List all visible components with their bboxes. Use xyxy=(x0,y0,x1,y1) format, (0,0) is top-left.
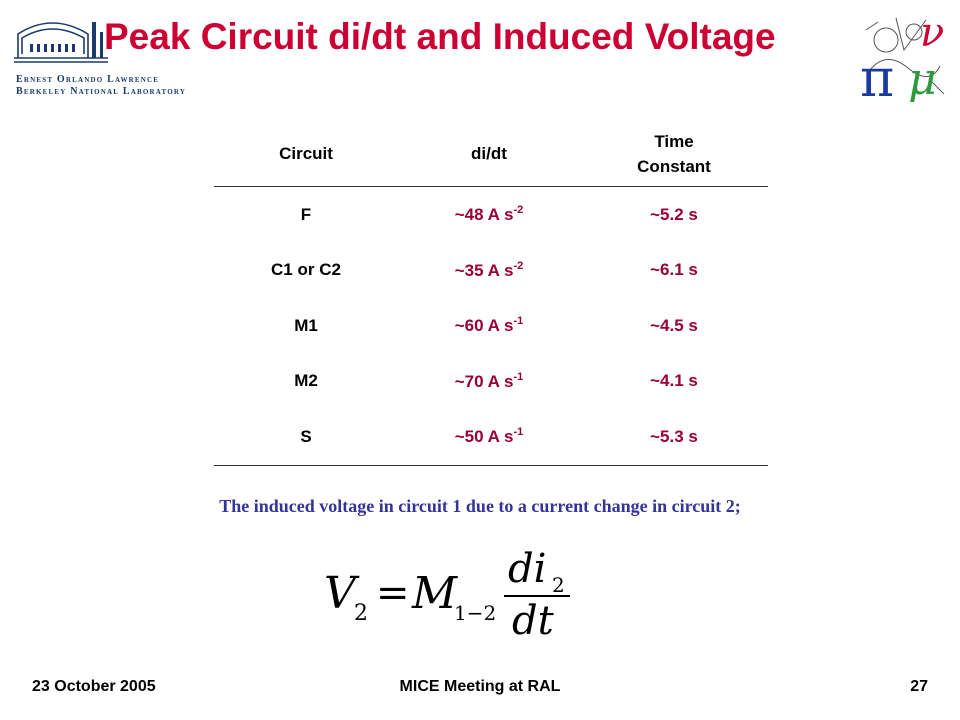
mice-logo: ν π μ xyxy=(856,10,952,109)
circuit-cell: S xyxy=(214,409,398,466)
time-constant-cell: ~4.5 s xyxy=(650,315,698,335)
didt-cell: ~70 A s-1 xyxy=(454,370,524,391)
footer-meeting: MICE Meeting at RAL xyxy=(399,678,561,695)
formula-lhs-sub: 2 xyxy=(354,601,368,626)
formula-numerator: di xyxy=(508,546,546,592)
table-row: F ~48 A s-2 ~5.2 s xyxy=(214,187,768,243)
lbnl-logo: Ernest Orlando Lawrence Berkeley Nationa… xyxy=(12,14,190,97)
lab-name-line-1: Ernest Orlando Lawrence xyxy=(16,74,160,85)
header-circuit: Circuit xyxy=(214,122,398,187)
footer-page-number: 27 xyxy=(910,678,928,695)
circuit-cell: F xyxy=(300,204,312,224)
table-header-row: Circuit di/dt Time Constant xyxy=(214,122,768,187)
formula-lhs: V xyxy=(324,568,360,619)
circuit-cell: M1 xyxy=(294,315,318,335)
table-row: M2 ~70 A s-1 ~4.1 s xyxy=(214,354,768,410)
didt-table: Circuit di/dt Time Constant F ~48 A s-2 … xyxy=(214,122,768,466)
circuit-cell: C1 or C2 xyxy=(271,260,341,280)
header-didt: di/dt xyxy=(398,122,580,187)
didt-cell: ~35 A s-2 xyxy=(454,259,524,280)
formula-equals: = xyxy=(376,570,410,616)
pi-symbol-icon: π xyxy=(860,49,894,102)
formula-denominator: dt xyxy=(512,598,555,640)
time-constant-cell: ~4.1 s xyxy=(650,371,698,391)
formula-coef: M xyxy=(411,568,458,619)
didt-cell: ~48 A s-2 xyxy=(454,204,524,225)
lbnl-building-icon xyxy=(14,22,108,63)
induced-voltage-formula: V 2 = M 1−2 di 2 dt xyxy=(324,546,570,640)
table-row: C1 or C2 ~35 A s-2 ~6.1 s xyxy=(214,243,768,299)
time-constant-cell: ~6.1 s xyxy=(650,260,698,280)
didt-cell: ~60 A s-1 xyxy=(454,315,524,336)
footer-date: 23 October 2005 xyxy=(32,678,156,695)
induced-voltage-note: The induced voltage in circuit 1 due to … xyxy=(219,496,741,516)
slide-title: Peak Circuit di/dt and Induced Voltage xyxy=(104,16,776,57)
time-constant-cell: ~5.3 s xyxy=(580,409,768,466)
didt-cell: ~50 A s-1 xyxy=(398,409,580,466)
header-time-constant: Time Constant xyxy=(580,122,768,187)
table-row: M1 ~60 A s-1 ~4.5 s xyxy=(214,298,768,354)
time-constant-cell: ~5.2 s xyxy=(650,204,698,224)
lab-name-line-2: Berkeley National Laboratory xyxy=(16,86,187,97)
circuit-cell: M2 xyxy=(294,371,318,391)
formula-numerator-sub: 2 xyxy=(552,573,565,597)
nu-symbol-icon: ν xyxy=(920,10,944,56)
mu-symbol-icon: μ xyxy=(908,54,937,102)
formula-coef-sub: 1−2 xyxy=(454,601,496,625)
table-row: S ~50 A s-1 ~5.3 s xyxy=(214,409,768,466)
mice-particles-icon: ν π μ xyxy=(860,10,945,109)
